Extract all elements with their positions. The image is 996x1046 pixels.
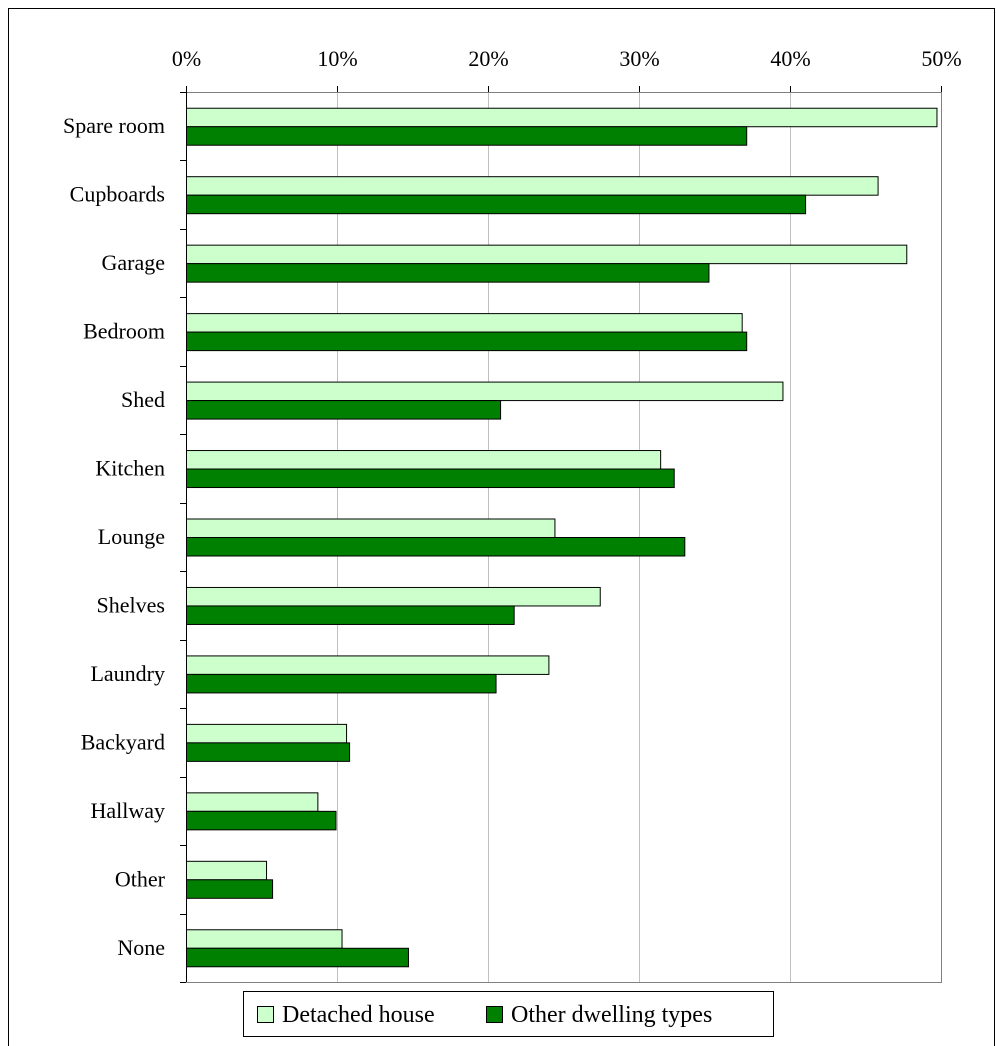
bars-layer	[186, 107, 938, 968]
bar-shelves-detached-house	[186, 586, 601, 607]
bar-spare-room-other-dwelling-types	[186, 126, 748, 146]
bar-cupboards-detached-house	[186, 176, 879, 196]
bar-shed-detached-house	[186, 381, 784, 402]
x-tick-label: 0%	[172, 46, 201, 71]
bar-kitchen-detached-house	[186, 450, 662, 470]
legend: Detached house Other dwelling types	[243, 991, 774, 1037]
bar-spare-room-detached-house	[186, 107, 938, 128]
x-tick-label: 10%	[317, 46, 357, 71]
bar-none-other-dwelling-types	[186, 947, 409, 968]
bar-backyard-detached-house	[186, 723, 348, 744]
bar-none-detached-house	[186, 929, 343, 949]
bar-lounge-other-dwelling-types	[186, 537, 686, 557]
y-tick-label-spare-room: Spare room	[63, 113, 165, 138]
bar-shed-other-dwelling-types	[186, 400, 502, 420]
x-tick-label: 30%	[619, 46, 659, 71]
x-tick-label: 40%	[770, 46, 810, 71]
y-tick-label-bedroom: Bedroom	[83, 319, 165, 344]
bar-laundry-other-dwelling-types	[186, 673, 497, 694]
legend-swatch-other-dwelling-types	[486, 1006, 503, 1023]
bar-backyard-other-dwelling-types	[186, 742, 351, 762]
bar-kitchen-other-dwelling-types	[186, 468, 675, 489]
bar-bedroom-detached-house	[186, 313, 743, 333]
y-tick-label-kitchen: Kitchen	[95, 456, 165, 481]
bar-other-other-dwelling-types	[186, 879, 274, 899]
bar-garage-other-dwelling-types	[186, 263, 710, 283]
legend-box	[243, 991, 774, 1037]
y-tick-label-hallway: Hallway	[90, 798, 165, 823]
y-tick-label-shed: Shed	[121, 387, 165, 412]
y-tick-label-none: None	[117, 935, 165, 960]
y-tick-label-garage: Garage	[101, 250, 165, 275]
bar-lounge-detached-house	[186, 518, 556, 538]
bar-garage-detached-house	[186, 244, 908, 265]
bar-shelves-other-dwelling-types	[186, 605, 515, 625]
y-tick-label-laundry: Laundry	[90, 661, 165, 686]
x-tick-label: 20%	[468, 46, 508, 71]
legend-swatch-detached-house	[257, 1006, 274, 1023]
bar-other-detached-house	[186, 860, 268, 881]
y-tick-label-cupboards: Cupboards	[70, 182, 165, 207]
bar-laundry-detached-house	[186, 655, 550, 675]
y-tick-label-shelves: Shelves	[97, 592, 165, 617]
y-tick-label-lounge: Lounge	[98, 524, 165, 549]
x-tick-label: 50%	[921, 46, 961, 71]
y-tick-label-other: Other	[115, 866, 166, 891]
y-tick-label-backyard: Backyard	[81, 729, 165, 754]
legend-label-other-dwelling-types: Other dwelling types	[511, 1002, 712, 1028]
bar-bedroom-other-dwelling-types	[186, 331, 748, 352]
bar-hallway-other-dwelling-types	[186, 810, 337, 831]
legend-label-detached-house: Detached house	[282, 1002, 435, 1028]
bar-cupboards-other-dwelling-types	[186, 194, 807, 215]
axis-layer: 0% 10% 20% 30% 40% 50% Spare room Cupboards Gara…	[63, 46, 962, 983]
bar-hallway-detached-house	[186, 792, 319, 812]
